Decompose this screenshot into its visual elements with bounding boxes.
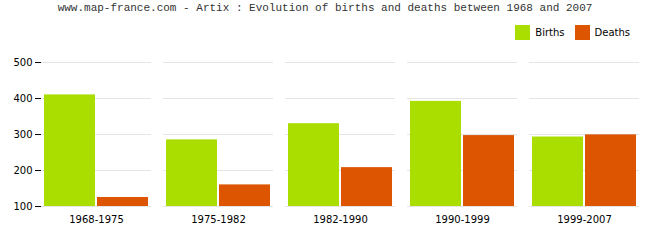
svg-text:500: 500 (13, 57, 32, 68)
svg-text:1975-1982: 1975-1982 (191, 214, 246, 225)
svg-text:200: 200 (13, 165, 32, 176)
html-text:Deaths: Deaths (594, 27, 630, 38)
svg-text:1999-2007: 1999-2007 (557, 214, 612, 225)
svg-text:1990-1999: 1990-1999 (435, 214, 490, 225)
html-text:Births: Births (535, 27, 565, 38)
svg-text:100: 100 (13, 201, 32, 212)
svg-text:300: 300 (13, 129, 32, 140)
svg-text:1968-1975: 1968-1975 (69, 214, 124, 225)
svg-text:1982-1990: 1982-1990 (313, 214, 368, 225)
svg-text:400: 400 (13, 93, 32, 104)
html-text:www.map-france.com - Artix : E: www.map-france.com - Artix : Evolution o… (57, 2, 593, 14)
